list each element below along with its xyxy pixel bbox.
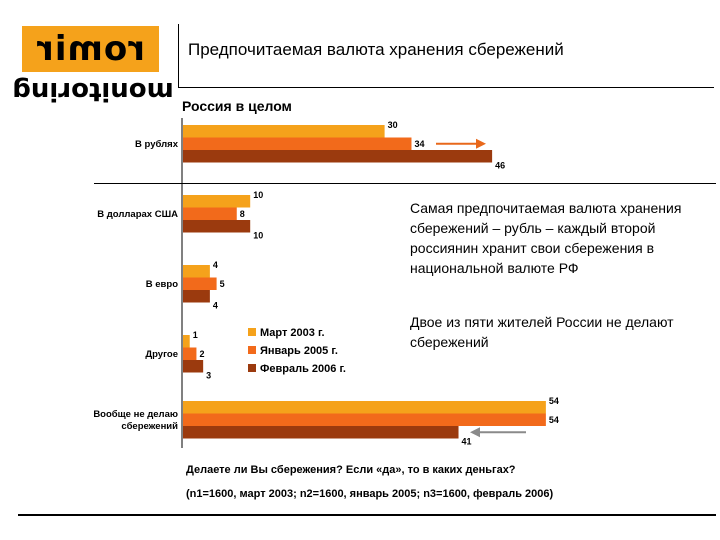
data-label: 30 [388,120,398,130]
chart-subtitle: Россия в целом [182,98,292,114]
data-label: 10 [253,231,263,241]
data-label: 8 [240,209,245,219]
bar [183,360,204,373]
data-label: 54 [549,415,559,425]
legend-entry: Февраль 2006 г. [260,363,346,375]
category-label: Вообще не делаю [93,409,178,420]
legend-swatch [248,346,256,354]
category-label: В евро [146,279,178,290]
bar [183,335,190,348]
bar [183,290,210,303]
header-horizontal-rule [178,87,714,88]
legend-swatch [248,364,256,372]
logo-box: romir [22,26,159,72]
bar [183,220,251,233]
category-label: В рублях [135,139,179,150]
header-vertical-rule [178,24,179,87]
bar [183,426,459,439]
data-label: 1 [193,330,198,340]
data-label: 3 [206,371,211,381]
category-label: В долларах США [97,209,178,220]
data-label: 4 [213,260,218,270]
bar [183,125,385,138]
trend-arrow-head [470,427,480,438]
data-label: 5 [220,279,225,289]
category-label: Другое [145,349,178,360]
trend-arrow-head [476,138,486,149]
bar [183,401,546,414]
bar [183,347,197,360]
category-label: сбережений [121,421,178,432]
data-label: 10 [253,190,263,200]
data-label: 4 [213,301,218,311]
bar [183,195,251,208]
bar [183,277,217,290]
data-label: 2 [199,349,204,359]
legend-entry: Март 2003 г. [260,327,325,339]
bar [183,207,237,220]
bar [183,413,546,426]
legend-swatch [248,328,256,336]
note-no-savings: Двое из пяти жителей России не делают сб… [410,314,674,350]
data-label: 46 [495,161,505,171]
sample-info: (n1=1600, март 2003; n2=1600, январь 200… [186,488,554,500]
bar [183,137,412,150]
survey-question: Делаете ли Вы сбережения? Если «да», то … [186,464,516,476]
bar [183,150,493,163]
section-separator [94,183,716,184]
note-rubles: Самая предпочитаемая валюта хранения сбе… [410,200,682,276]
legend-entry: Январь 2005 г. [260,345,338,357]
bottom-rule [18,514,716,516]
data-label: 34 [414,139,424,149]
data-label: 54 [549,396,559,406]
page-title: Предпочитаемая валюта хранения сбережени… [188,40,564,59]
data-label: 41 [462,437,472,447]
bar [183,265,210,278]
